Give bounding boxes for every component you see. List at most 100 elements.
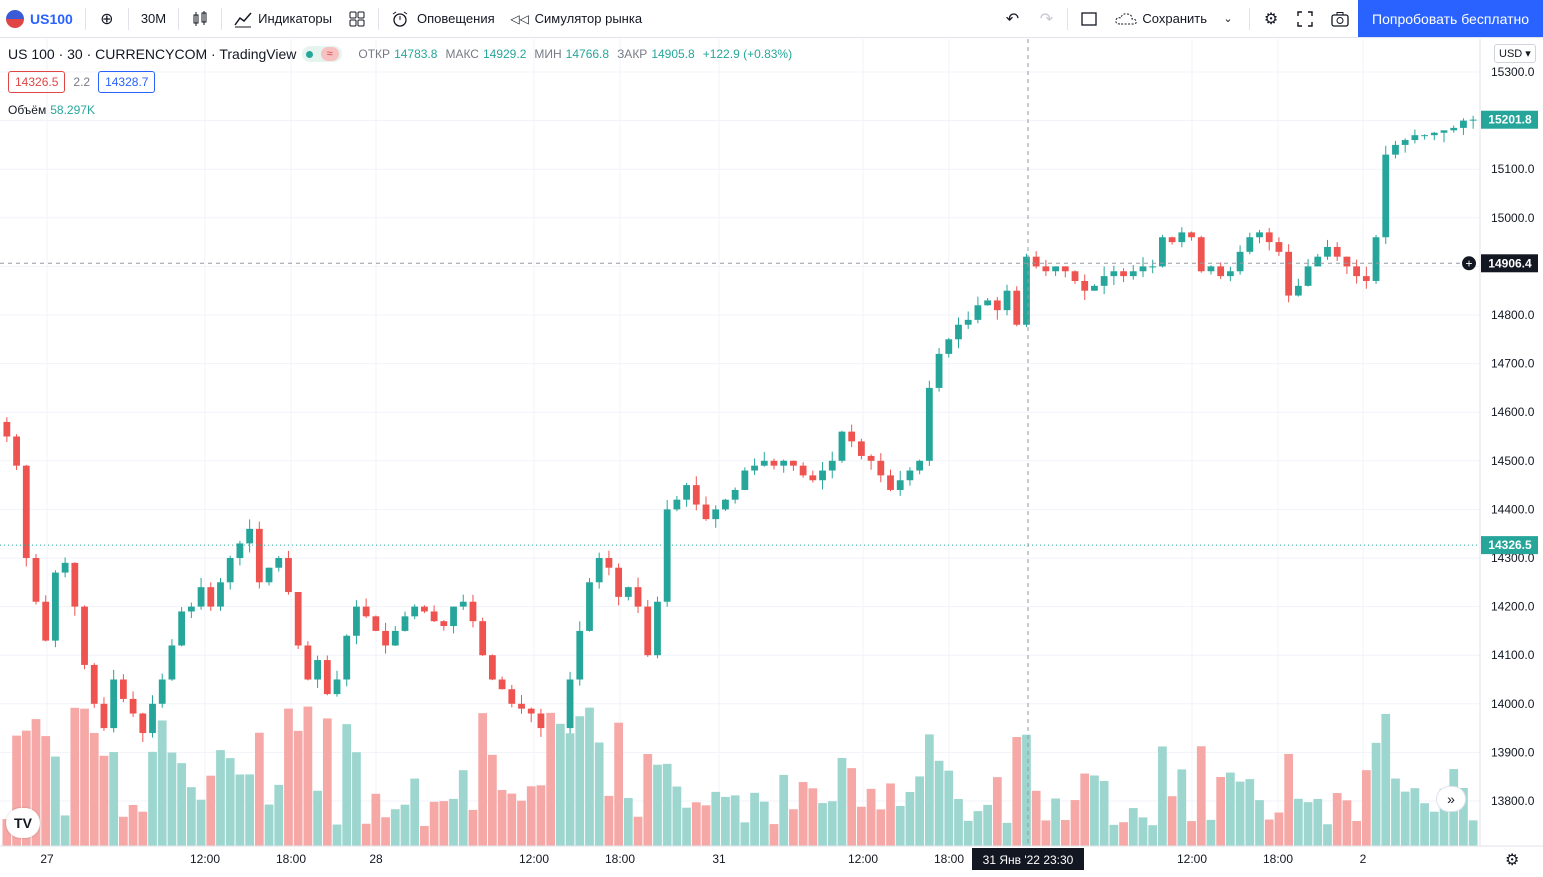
candle-body (1333, 246, 1341, 257)
fullscreen-layout-button[interactable] (1072, 0, 1106, 38)
volume-bar (429, 801, 439, 846)
volume-bar (701, 805, 711, 846)
candle-body (945, 339, 953, 354)
candle-body (255, 528, 263, 583)
volume-bar (410, 778, 420, 846)
volume-bar (1226, 772, 1235, 846)
time-tick-label: 18:00 (1263, 852, 1293, 866)
candle-body (644, 606, 652, 656)
candle-body (1081, 280, 1089, 291)
alerts-button[interactable]: Оповещения (383, 0, 503, 38)
replay-button[interactable]: ◁◁ Симулятор рынка (503, 0, 650, 38)
volume-value: 58.297K (50, 103, 95, 117)
candle-body (333, 679, 341, 695)
volume-bar (1109, 824, 1119, 846)
currency-selector[interactable]: USD ▾ (1494, 44, 1536, 63)
candles-icon (193, 10, 207, 26)
interval-button[interactable]: 30M (140, 11, 167, 26)
save-button[interactable]: Сохранить ⌄ (1106, 0, 1245, 38)
market-status-badge[interactable]: ≈ (302, 46, 343, 62)
candle-body (3, 421, 11, 437)
volume-bar (186, 787, 196, 846)
compare-button[interactable]: ⊕ (90, 0, 124, 38)
volume-bar (196, 799, 206, 846)
gear-icon: ⚙ (1263, 10, 1279, 28)
price-tick-label: 14700.0 (1491, 357, 1535, 371)
price-chart[interactable]: 15300.015200.015100.015000.014900.014800… (0, 39, 1543, 877)
volume-bar (1361, 770, 1371, 846)
candle-body (450, 606, 457, 627)
candle-body (780, 460, 788, 466)
candle-body (149, 703, 156, 733)
volume-bar (31, 719, 41, 846)
chart-type-button[interactable] (183, 0, 217, 38)
candle-body (1197, 237, 1205, 272)
grid-layout-icon (349, 11, 365, 26)
volume-bar (12, 735, 21, 846)
candle-body (1159, 237, 1166, 267)
tradingview-logo[interactable]: TV (6, 808, 40, 838)
candle-body (605, 558, 613, 568)
fullscreen-button[interactable] (1288, 0, 1322, 38)
candle-body (887, 475, 894, 490)
volume-bar (740, 822, 750, 846)
gear-icon[interactable]: ⚙ (1505, 852, 1520, 869)
snapshot-button[interactable] (1322, 0, 1358, 38)
volume-bar (895, 805, 905, 846)
candle-body (22, 465, 30, 558)
candle-body (1061, 266, 1069, 272)
volume-bar (1002, 822, 1012, 846)
volume-bar (177, 763, 187, 846)
indicators-button[interactable]: Индикаторы (226, 0, 340, 38)
volume-bar (779, 774, 789, 846)
volume-bar (381, 817, 390, 846)
time-tick-label: 12:00 (519, 852, 549, 866)
volume-bar (944, 770, 954, 846)
candle-body (217, 582, 224, 607)
candle-body (896, 480, 904, 490)
symbol-title[interactable]: US 100 · 30 · CURRENCYCOM · TradingView (8, 46, 297, 62)
candle-body (731, 489, 739, 500)
volume-bar (1420, 803, 1429, 846)
candle-body (586, 582, 593, 631)
layout-button[interactable] (340, 0, 374, 38)
volume-bar (924, 734, 934, 846)
candle-body (207, 587, 215, 607)
scroll-to-realtime-button[interactable]: » (1436, 786, 1466, 812)
cloud-icon (1115, 12, 1138, 24)
volume-bar (886, 783, 895, 846)
volume-bar (1410, 788, 1420, 846)
volume-bar (575, 716, 585, 846)
candle-body (469, 601, 477, 622)
candle-body (440, 621, 448, 627)
candle-body (1110, 271, 1118, 277)
try-free-button[interactable]: Попробовать бесплатно (1358, 0, 1543, 37)
last-price-badge: 15201.8 (1488, 113, 1532, 127)
close-value: 14905.8 (651, 47, 695, 61)
undo-button[interactable]: ↶ (995, 0, 1029, 38)
settings-button[interactable]: ⚙ (1254, 0, 1288, 38)
candle-body (236, 543, 244, 558)
volume-bar (915, 776, 925, 846)
alarm-clock-icon (392, 11, 408, 27)
candle-body (1294, 285, 1302, 296)
volume-bar (662, 763, 672, 846)
symbol-search-button[interactable]: US100 (0, 0, 81, 38)
candle-body (508, 689, 516, 704)
volume-bar (109, 752, 119, 846)
candle-body (1188, 232, 1195, 238)
volume-bar (1187, 821, 1196, 846)
volume-bar (798, 782, 808, 846)
candle-body (71, 562, 79, 607)
volume-bar (148, 751, 157, 846)
buy-price-button[interactable]: 14328.7 (98, 71, 156, 93)
chevron-down-icon: ▾ (1525, 48, 1531, 60)
candle-body (925, 387, 933, 461)
redo-button[interactable]: ↷ (1029, 0, 1063, 38)
crosshair-time-label: 31 Янв '22 23:30 (983, 853, 1074, 867)
sell-price-button[interactable]: 14326.5 (8, 71, 66, 93)
candle-body (993, 300, 1001, 311)
candle-body (935, 353, 943, 388)
volume-bar (420, 825, 429, 846)
volume-bar (1051, 798, 1060, 846)
